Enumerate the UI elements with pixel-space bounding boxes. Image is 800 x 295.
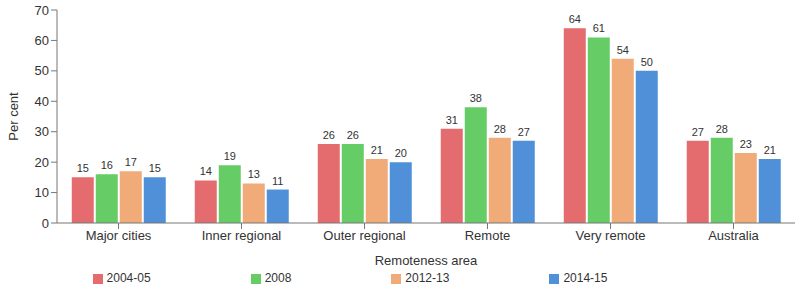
svg-text:Very remote: Very remote xyxy=(575,228,645,243)
svg-text:21: 21 xyxy=(371,144,383,156)
svg-text:15: 15 xyxy=(77,162,89,174)
html-text:2014-15: 2014-15 xyxy=(563,271,608,285)
svg-text:Inner regional: Inner regional xyxy=(202,228,282,243)
svg-text:38: 38 xyxy=(470,92,482,104)
svg-text:14: 14 xyxy=(200,165,212,177)
svg-text:50: 50 xyxy=(641,56,653,68)
svg-text:28: 28 xyxy=(716,123,728,135)
svg-text:70: 70 xyxy=(35,3,49,18)
svg-text:20: 20 xyxy=(395,147,407,159)
svg-text:23: 23 xyxy=(740,138,752,150)
svg-text:54: 54 xyxy=(617,44,629,56)
svg-text:16: 16 xyxy=(101,159,113,171)
html-text:2012-13: 2012-13 xyxy=(405,271,450,285)
svg-text:20: 20 xyxy=(35,155,49,170)
svg-text:27: 27 xyxy=(518,126,530,138)
svg-text:28: 28 xyxy=(494,123,506,135)
svg-text:10: 10 xyxy=(35,185,49,200)
svg-text:64: 64 xyxy=(569,13,581,25)
svg-text:21: 21 xyxy=(764,144,776,156)
svg-text:Australia: Australia xyxy=(708,228,759,243)
svg-text:31: 31 xyxy=(446,114,458,126)
svg-text:17: 17 xyxy=(125,156,137,168)
svg-text:Outer regional: Outer regional xyxy=(323,228,405,243)
svg-text:13: 13 xyxy=(248,168,260,180)
svg-text:27: 27 xyxy=(692,126,704,138)
svg-text:Remote: Remote xyxy=(465,228,511,243)
svg-text:Remoteness area: Remoteness area xyxy=(375,253,478,268)
html-text:2004-05: 2004-05 xyxy=(106,271,151,285)
svg-text:26: 26 xyxy=(347,129,359,141)
svg-text:19: 19 xyxy=(224,150,236,162)
svg-text:0: 0 xyxy=(42,216,49,231)
svg-text:15: 15 xyxy=(149,162,161,174)
svg-text:60: 60 xyxy=(35,33,49,48)
svg-text:Major cities: Major cities xyxy=(86,228,152,243)
svg-text:Per cent: Per cent xyxy=(8,92,21,141)
svg-text:61: 61 xyxy=(593,22,605,34)
svg-text:26: 26 xyxy=(323,129,335,141)
html-text:2008: 2008 xyxy=(264,271,292,285)
svg-text:11: 11 xyxy=(272,175,283,187)
svg-text:50: 50 xyxy=(35,63,49,78)
svg-text:30: 30 xyxy=(35,124,49,139)
svg-text:40: 40 xyxy=(35,94,49,109)
